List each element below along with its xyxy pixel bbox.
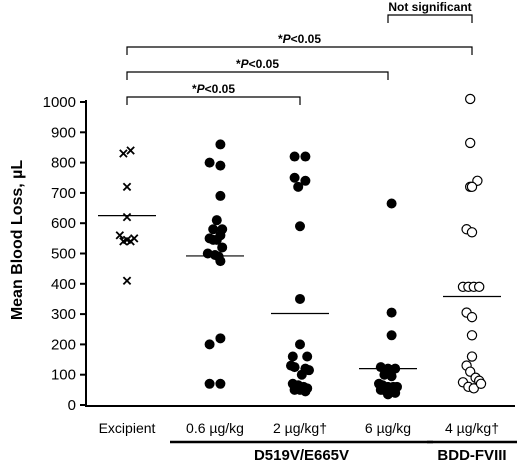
data-point-open bbox=[465, 137, 476, 149]
data-point-filled bbox=[295, 221, 305, 232]
data-point-filled bbox=[386, 371, 397, 382]
significance-bracket: Not significant bbox=[387, 0, 473, 23]
significance-bracket: *P<0.05 bbox=[126, 57, 389, 80]
data-point-x bbox=[122, 212, 132, 222]
data-point-filled bbox=[386, 198, 397, 209]
x-stroke bbox=[122, 276, 132, 286]
significance-label: *P<0.05 bbox=[192, 82, 235, 96]
data-point-filled bbox=[304, 365, 314, 376]
data-point-filled bbox=[215, 139, 226, 150]
data-point-open bbox=[466, 181, 478, 193]
group-labels: D519V/E665V BDD-FVIII bbox=[170, 440, 517, 464]
x-tick-label: 4 µg/kg† bbox=[445, 420, 499, 436]
data-point-open bbox=[475, 378, 487, 389]
x-stroke bbox=[129, 234, 139, 243]
group-label: D519V/E665V bbox=[254, 447, 349, 464]
data-point-filled bbox=[215, 190, 226, 201]
x-stroke bbox=[115, 231, 125, 240]
x-tick-label: 6 µg/kg bbox=[365, 420, 411, 436]
data-point-filled bbox=[295, 293, 305, 304]
bracket-line bbox=[126, 96, 301, 105]
axes bbox=[85, 100, 515, 407]
significance-bracket: *P<0.05 bbox=[126, 32, 473, 55]
y-tick-label: 100 bbox=[51, 367, 76, 384]
data-point-filled bbox=[300, 175, 311, 186]
significance-label: *P<0.05 bbox=[236, 57, 279, 71]
x-stroke bbox=[122, 182, 132, 192]
y-ticks: 0 100 200 300 400 500 600 700 800 900 1000 bbox=[43, 94, 86, 414]
y-tick-label: 900 bbox=[51, 124, 76, 141]
x-tick-label: 2 µg/kg† bbox=[273, 420, 327, 436]
x-stroke bbox=[122, 235, 132, 245]
data-point-filled bbox=[386, 307, 397, 318]
data-point-filled bbox=[215, 256, 226, 267]
data-point-filled bbox=[217, 242, 228, 253]
data-point-filled bbox=[289, 151, 300, 162]
data-point-filled bbox=[204, 378, 215, 389]
x-stroke bbox=[122, 212, 132, 222]
data-point-x bbox=[115, 231, 125, 240]
data-point-filled bbox=[211, 234, 222, 245]
data-point-filled bbox=[300, 386, 311, 397]
y-tick-label: 800 bbox=[51, 155, 76, 172]
data-point-open bbox=[466, 330, 478, 341]
data-point-open bbox=[468, 383, 479, 394]
data-point-filled bbox=[215, 160, 226, 171]
data-point-filled bbox=[289, 172, 300, 183]
x-stroke bbox=[119, 149, 128, 158]
data-point-x bbox=[122, 182, 132, 192]
y-tick-label: 300 bbox=[51, 306, 76, 323]
data-point-filled bbox=[289, 362, 300, 373]
significance-label: Not significant bbox=[388, 0, 471, 14]
y-tick-label: 700 bbox=[51, 185, 76, 202]
data-point-open bbox=[466, 311, 478, 323]
data-point-x bbox=[119, 149, 128, 158]
data-point-filled bbox=[300, 151, 311, 162]
x-stroke bbox=[126, 146, 135, 155]
significance-bracket: *P<0.05 bbox=[126, 82, 301, 105]
bracket-line bbox=[387, 14, 473, 23]
significance-label: *P<0.05 bbox=[278, 32, 321, 46]
data-point-filled bbox=[287, 351, 298, 362]
data-point-open bbox=[474, 281, 485, 293]
data-point-x bbox=[126, 146, 135, 155]
y-tick-label: 400 bbox=[51, 276, 76, 293]
y-tick-label: 1000 bbox=[43, 94, 76, 111]
y-tick-label: 0 bbox=[68, 397, 76, 414]
bracket-line bbox=[126, 71, 389, 80]
mean-lines bbox=[98, 215, 501, 370]
data-point-filled bbox=[302, 351, 313, 362]
data-point-filled bbox=[215, 333, 226, 344]
x-tick-label: Excipient bbox=[99, 420, 156, 436]
y-tick-label: 500 bbox=[51, 246, 76, 263]
data-point-filled bbox=[386, 330, 397, 341]
data-point-filled bbox=[204, 339, 215, 350]
bracket-line bbox=[126, 46, 473, 55]
data-point-filled bbox=[383, 389, 393, 400]
data-point-open bbox=[466, 227, 478, 238]
x-tick-labels: Excipient 0.6 µg/kg 2 µg/kg† 6 µg/kg 4 µg/kg… bbox=[99, 420, 499, 436]
data-point-filled bbox=[296, 369, 307, 380]
y-tick-label: 200 bbox=[51, 336, 76, 353]
data-point-x bbox=[122, 276, 132, 286]
y-axis-label: Mean Blood Loss, µL bbox=[9, 160, 26, 321]
group-label: BDD-FVIII bbox=[437, 447, 506, 464]
data-point-filled bbox=[211, 215, 222, 226]
data-point-filled bbox=[295, 339, 305, 350]
data-point-open bbox=[466, 351, 478, 362]
data-point-open bbox=[465, 93, 476, 105]
data-point-x bbox=[129, 234, 139, 243]
y-tick-label: 600 bbox=[51, 215, 76, 232]
data-points bbox=[115, 93, 487, 400]
x-tick-label: 0.6 µg/kg bbox=[186, 420, 244, 436]
data-point-filled bbox=[293, 181, 304, 192]
data-point-filled bbox=[204, 157, 215, 168]
data-point-filled bbox=[215, 378, 226, 389]
data-point-filled bbox=[208, 224, 219, 235]
